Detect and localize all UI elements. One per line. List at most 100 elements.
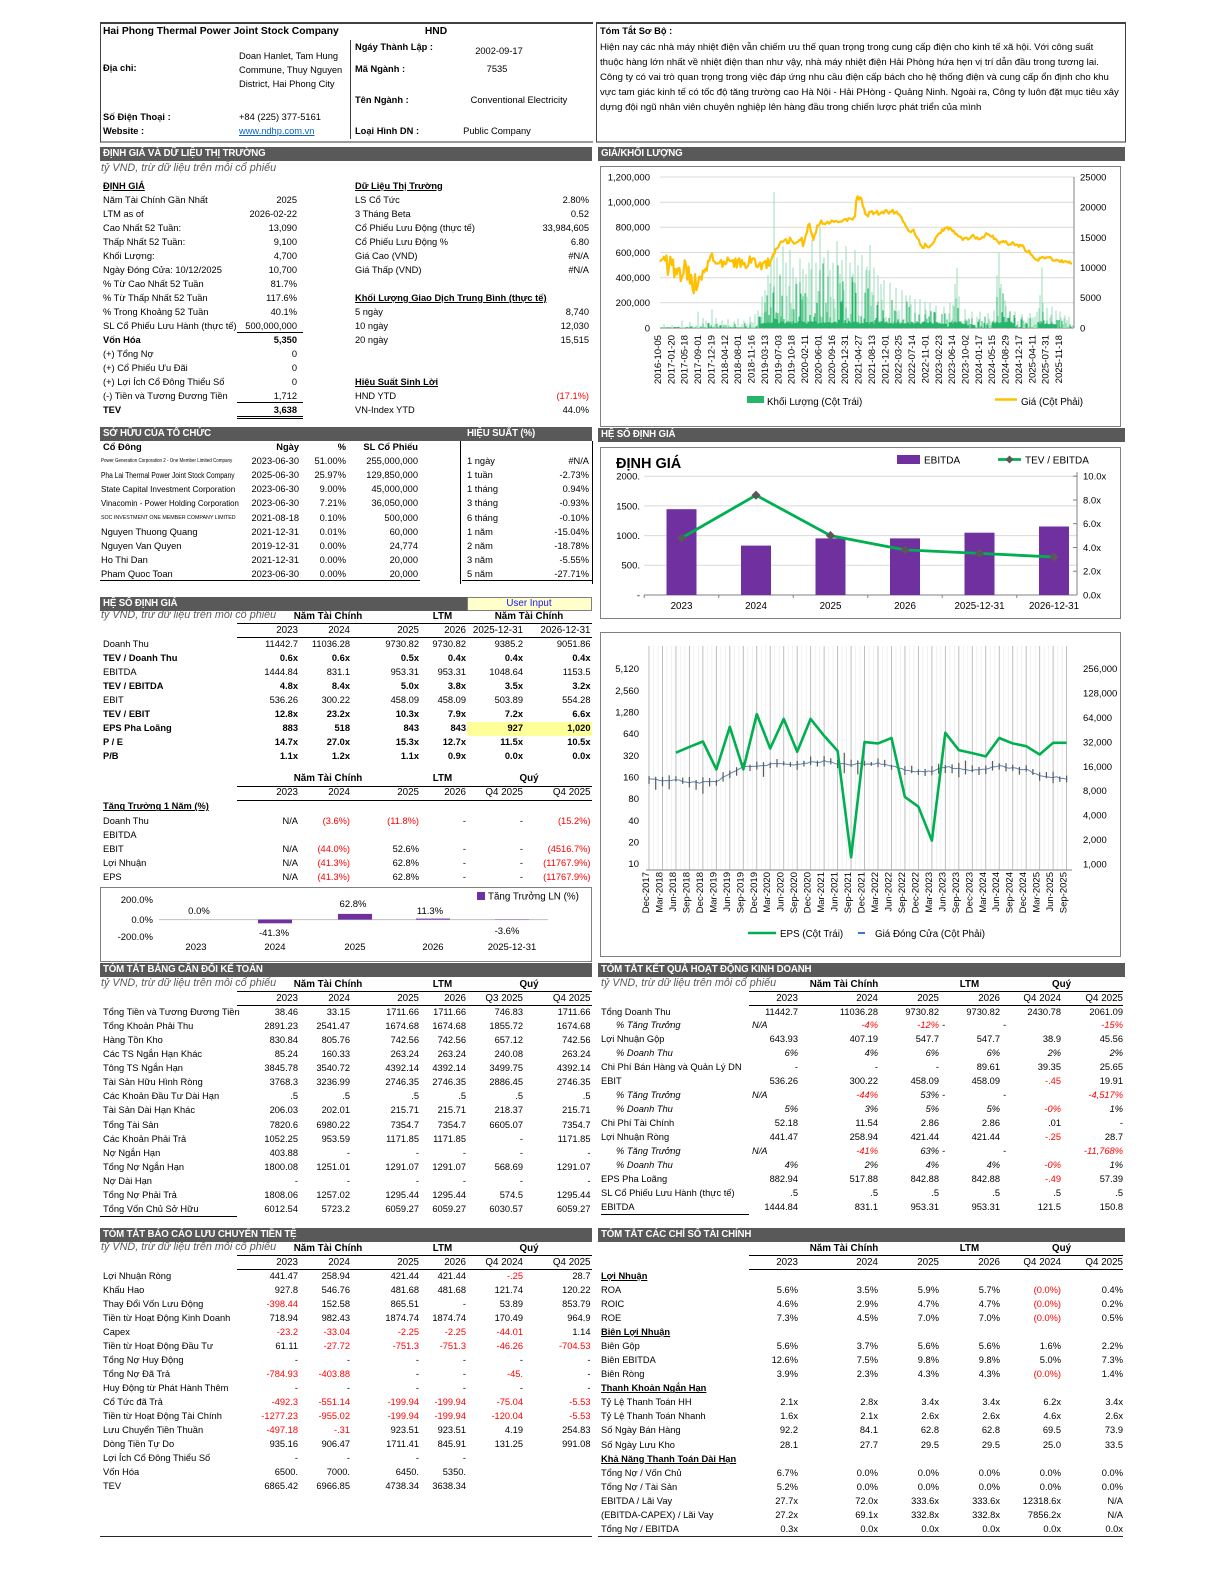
svg-text:Sep-2024: Sep-2024 <box>1005 872 1016 913</box>
svg-text:5000: 5000 <box>1080 293 1101 304</box>
svg-text:Sep-2025: Sep-2025 <box>1059 872 1070 913</box>
svg-text:40: 40 <box>628 816 639 827</box>
svg-text:6.0x: 6.0x <box>1083 519 1101 530</box>
svg-text:2023-10-02: 2023-10-02 <box>961 335 972 384</box>
svg-text:10.0x: 10.0x <box>1083 472 1106 483</box>
svg-text:EPS (Cột Trái): EPS (Cột Trái) <box>780 929 843 940</box>
svg-text:Sep-2022: Sep-2022 <box>897 872 908 913</box>
svg-text:Dec-2020: Dec-2020 <box>803 872 814 913</box>
svg-text:Dec-2018: Dec-2018 <box>695 872 706 913</box>
svg-text:2017-05-18: 2017-05-18 <box>680 335 691 384</box>
svg-text:2023: 2023 <box>671 601 693 612</box>
svg-text:Dec-2024: Dec-2024 <box>1018 872 1029 913</box>
svg-text:Jun-2021: Jun-2021 <box>830 872 841 912</box>
svg-text:2019-10-18: 2019-10-18 <box>787 335 798 384</box>
svg-text:2023-06-14: 2023-06-14 <box>947 334 958 384</box>
svg-text:2024-12-17: 2024-12-17 <box>1014 335 1025 384</box>
svg-text:Sep-2019: Sep-2019 <box>735 872 746 913</box>
svg-text:Jun-2024: Jun-2024 <box>991 872 1002 912</box>
svg-text:2021-04-27: 2021-04-27 <box>854 335 865 384</box>
svg-text:11.3%: 11.3% <box>417 906 444 917</box>
svg-text:2020-02-11: 2020-02-11 <box>800 335 811 383</box>
svg-text:2025-12-31: 2025-12-31 <box>954 601 1004 612</box>
svg-text:2023: 2023 <box>185 942 206 953</box>
svg-text:Mar-2021: Mar-2021 <box>816 872 827 913</box>
svg-text:10: 10 <box>628 859 639 870</box>
svg-text:-41.3%: -41.3% <box>259 928 290 939</box>
svg-text:2020-06-01: 2020-06-01 <box>813 335 824 384</box>
svg-text:0: 0 <box>645 323 650 334</box>
svg-text:200.0%: 200.0% <box>121 895 154 906</box>
svg-text:2025-04-11: 2025-04-11 <box>1027 335 1038 383</box>
svg-text:Jun-2025: Jun-2025 <box>1045 872 1056 912</box>
svg-text:2024-01-17: 2024-01-17 <box>974 335 985 384</box>
svg-text:0: 0 <box>1080 323 1085 334</box>
svg-text:Jun-2022: Jun-2022 <box>884 872 895 912</box>
svg-text:128,000: 128,000 <box>1083 689 1117 700</box>
svg-text:2025-07-31: 2025-07-31 <box>1041 335 1052 384</box>
svg-text:2.0x: 2.0x <box>1083 567 1101 578</box>
svg-text:Sep-2020: Sep-2020 <box>789 872 800 913</box>
svg-text:Dec-2021: Dec-2021 <box>857 872 868 913</box>
svg-text:2024-08-29: 2024-08-29 <box>1001 335 1012 384</box>
svg-text:8.0x: 8.0x <box>1083 495 1101 506</box>
svg-text:2024: 2024 <box>264 942 285 953</box>
svg-text:Sep-2018: Sep-2018 <box>681 872 692 913</box>
svg-text:2,560: 2,560 <box>615 686 639 697</box>
svg-text:1,200,000: 1,200,000 <box>608 172 650 183</box>
svg-text:600,000: 600,000 <box>616 248 650 259</box>
svg-text:2020-09-16: 2020-09-16 <box>827 335 838 384</box>
svg-text:15000: 15000 <box>1080 233 1106 244</box>
svg-text:2016-10-05: 2016-10-05 <box>653 335 664 384</box>
svg-text:2019-07-03: 2019-07-03 <box>773 335 784 384</box>
svg-text:2026: 2026 <box>894 601 916 612</box>
svg-text:Mar-2020: Mar-2020 <box>762 872 773 913</box>
svg-text:2020-12-31: 2020-12-31 <box>840 335 851 384</box>
svg-text:2018-11-16: 2018-11-16 <box>747 335 758 383</box>
svg-text:2025: 2025 <box>344 942 365 953</box>
svg-text:Jun-2018: Jun-2018 <box>668 872 679 912</box>
svg-text:2026: 2026 <box>422 942 443 953</box>
svg-text:2025: 2025 <box>820 601 842 612</box>
svg-text:800,000: 800,000 <box>616 223 650 234</box>
svg-text:2024: 2024 <box>745 601 767 612</box>
svg-text:4.0x: 4.0x <box>1083 543 1101 554</box>
svg-text:Dec-2022: Dec-2022 <box>910 872 921 913</box>
svg-text:2018-04-12: 2018-04-12 <box>720 335 731 384</box>
svg-text:2025-12-31: 2025-12-31 <box>488 942 537 953</box>
svg-text:320: 320 <box>623 751 639 762</box>
svg-text:25000: 25000 <box>1080 172 1106 183</box>
svg-text:Sep-2021: Sep-2021 <box>843 872 854 913</box>
svg-text:TEV / EBITDA: TEV / EBITDA <box>1025 456 1089 467</box>
svg-text:Tăng Trưởng LN (%): Tăng Trưởng LN (%) <box>488 892 579 903</box>
svg-text:Mar-2022: Mar-2022 <box>870 872 881 913</box>
svg-text:80: 80 <box>628 794 639 805</box>
svg-text:2017-09-01: 2017-09-01 <box>693 335 704 384</box>
svg-text:1,000: 1,000 <box>1083 859 1107 870</box>
svg-text:1500.: 1500. <box>616 501 640 512</box>
svg-text:20: 20 <box>628 838 639 849</box>
svg-text:160: 160 <box>623 773 639 784</box>
svg-text:2025-11-18: 2025-11-18 <box>1054 335 1065 383</box>
svg-text:Giá (Cột Phải): Giá (Cột Phải) <box>1021 397 1083 408</box>
svg-text:2022-03-25: 2022-03-25 <box>894 335 905 384</box>
svg-text:Jun-2020: Jun-2020 <box>776 872 787 912</box>
svg-text:256,000: 256,000 <box>1083 664 1117 675</box>
svg-text:Dec-2017: Dec-2017 <box>641 872 652 913</box>
svg-text:2026-12-31: 2026-12-31 <box>1029 601 1079 612</box>
svg-text:16,000: 16,000 <box>1083 762 1112 773</box>
svg-text:2,000: 2,000 <box>1083 835 1107 846</box>
svg-text:Jun-2023: Jun-2023 <box>937 872 948 912</box>
svg-text:8,000: 8,000 <box>1083 786 1107 797</box>
svg-text:640: 640 <box>623 729 639 740</box>
svg-text:ĐỊNH GIÁ: ĐỊNH GIÁ <box>616 455 682 472</box>
svg-text:1,280: 1,280 <box>615 708 639 719</box>
svg-text:2021-12-01: 2021-12-01 <box>880 335 891 384</box>
svg-text:Mar-2019: Mar-2019 <box>708 872 719 913</box>
svg-text:32,000: 32,000 <box>1083 737 1112 748</box>
svg-text:500.: 500. <box>622 561 641 572</box>
svg-text:Jun-2019: Jun-2019 <box>722 872 733 912</box>
svg-text:5,120: 5,120 <box>615 664 639 675</box>
svg-text:Mar-2024: Mar-2024 <box>978 872 989 913</box>
svg-text:Mar-2025: Mar-2025 <box>1032 872 1043 913</box>
